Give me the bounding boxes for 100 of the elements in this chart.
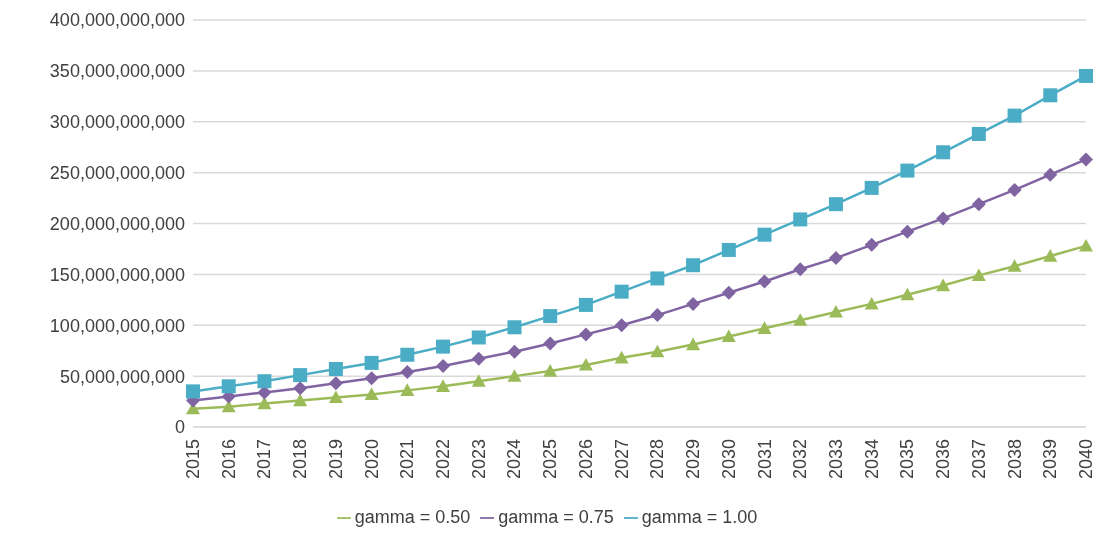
x-tick-label: 2035	[897, 439, 918, 480]
x-tick-label: 2025	[540, 439, 561, 480]
point	[471, 351, 486, 366]
x-tick-label: 2016	[218, 439, 239, 480]
point	[543, 336, 558, 351]
y-tick-label: 150,000,000,000	[49, 264, 185, 285]
point	[293, 393, 308, 407]
point	[650, 344, 665, 358]
point	[721, 242, 736, 257]
x-tick-label: 2026	[575, 439, 596, 480]
point	[686, 337, 701, 351]
point	[757, 227, 772, 242]
point	[828, 251, 843, 266]
point	[400, 365, 415, 380]
x-tick-label: 2020	[361, 439, 382, 480]
x-tick-label: 2037	[968, 439, 989, 480]
point	[471, 374, 486, 387]
legend-label: gamma = 0.50	[354, 507, 471, 527]
point	[400, 347, 415, 362]
point	[578, 357, 593, 371]
point	[864, 180, 879, 195]
point	[971, 268, 986, 281]
x-tick-label: 2031	[754, 439, 775, 480]
point	[1079, 238, 1093, 252]
point	[936, 278, 951, 292]
point	[543, 364, 558, 377]
point	[364, 355, 379, 370]
legend-label: gamma = 0.75	[498, 507, 614, 527]
point	[1043, 249, 1058, 262]
x-tick-label: 2029	[683, 439, 704, 480]
x-tick-label: 2015	[183, 439, 203, 480]
y-tick-label: 300,000,000,000	[49, 112, 185, 133]
point	[828, 305, 843, 318]
point	[614, 350, 629, 364]
point	[864, 296, 879, 310]
point	[436, 379, 451, 392]
point	[971, 126, 986, 141]
point	[1007, 182, 1022, 197]
point	[400, 383, 415, 396]
point	[936, 145, 951, 160]
y-tick-label: 50,000,000,000	[59, 366, 185, 387]
y-tick-label: 200,000,000,000	[49, 213, 185, 234]
x-tick-label: 2019	[325, 439, 346, 480]
x-tick-label: 2023	[468, 439, 489, 480]
point	[721, 285, 736, 300]
point	[757, 274, 772, 289]
point	[436, 358, 451, 373]
point	[1007, 259, 1022, 272]
point	[650, 271, 665, 286]
point	[471, 330, 486, 345]
point	[293, 368, 308, 383]
x-tick-label: 2022	[433, 439, 454, 480]
point	[864, 237, 879, 252]
point	[686, 258, 701, 273]
x-tick-label: 2033	[825, 439, 846, 480]
x-tick-label: 2034	[861, 439, 882, 480]
y-tick-label: 350,000,000,000	[49, 61, 185, 82]
point	[293, 381, 308, 396]
point	[221, 379, 236, 394]
point	[1043, 88, 1058, 103]
x-tick-label: 2036	[933, 439, 954, 480]
x-tick-label: 2017	[254, 439, 275, 480]
point	[793, 313, 808, 326]
point	[686, 296, 701, 311]
point	[507, 344, 522, 359]
x-tick-label: 2021	[397, 439, 418, 480]
y-tick-label: 0	[174, 417, 185, 438]
point	[328, 362, 343, 376]
y-tick-label: 100,000,000,000	[49, 315, 185, 336]
point	[793, 212, 808, 227]
point	[364, 387, 379, 401]
point	[757, 321, 772, 334]
legend-label: gamma = 1.00	[641, 507, 758, 527]
x-tick-label: 2032	[790, 439, 811, 480]
x-tick-label: 2030	[718, 439, 739, 480]
x-tick-label: 2024	[504, 439, 525, 480]
point	[328, 390, 343, 404]
point	[900, 163, 915, 178]
x-tick-label: 2038	[1004, 439, 1025, 480]
y-tick-label: 250,000,000,000	[49, 163, 185, 184]
point	[971, 197, 986, 212]
point	[507, 369, 522, 382]
point	[1079, 68, 1093, 83]
point	[1007, 108, 1022, 123]
point	[436, 339, 451, 354]
point	[793, 262, 808, 277]
point	[614, 284, 629, 299]
point	[828, 197, 843, 212]
point	[257, 374, 272, 389]
x-tick-label: 2018	[290, 439, 311, 480]
point	[650, 308, 665, 323]
point	[614, 318, 629, 333]
point	[578, 297, 593, 312]
point	[1079, 152, 1093, 167]
point	[1043, 167, 1058, 182]
point	[186, 384, 200, 399]
point	[364, 371, 379, 386]
point	[543, 309, 558, 324]
point	[900, 287, 915, 301]
point	[721, 329, 736, 343]
